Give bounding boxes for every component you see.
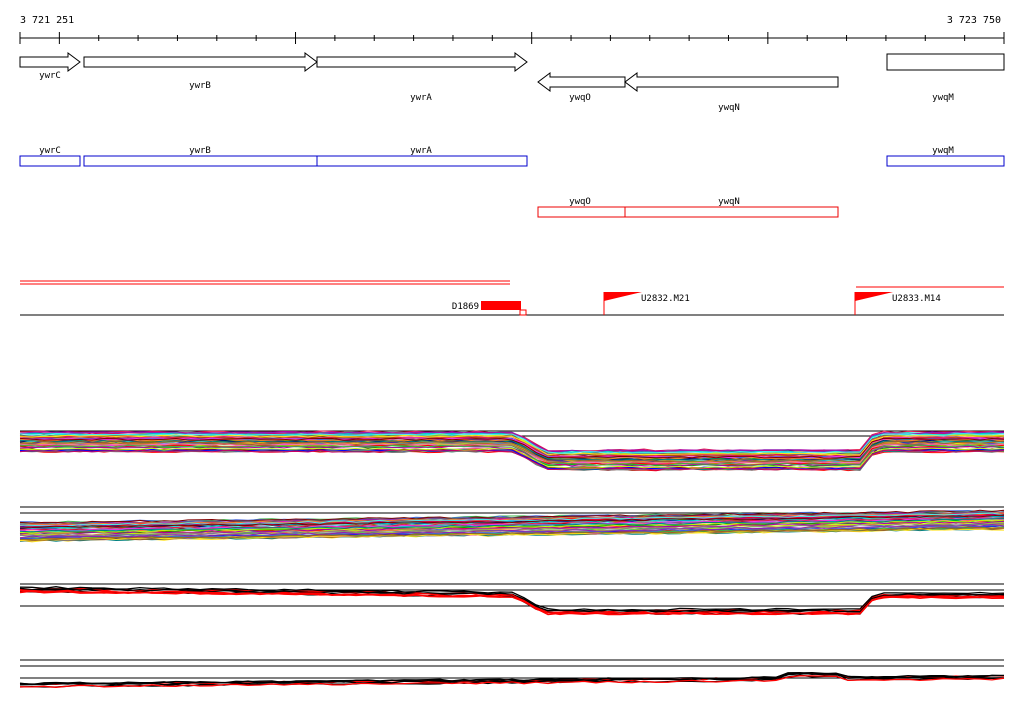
track-box [316, 155, 528, 167]
gene-arrow-shape [316, 52, 528, 72]
gene-arrow-ywqO: ywqO [537, 72, 626, 103]
track-box [886, 155, 1005, 167]
profile-line [19, 675, 1005, 688]
feature-flag [855, 292, 893, 301]
profile-line [19, 514, 1005, 529]
profile-line [19, 590, 1005, 616]
profile-panel [19, 506, 1005, 543]
gene-arrow-track: ywrC ywrB ywrA ywqO ywqN ywqM [19, 52, 1005, 113]
profile-panel [19, 659, 1005, 688]
gene-arrow-label: ywrA [410, 93, 432, 103]
profile-line [19, 431, 1005, 453]
track-box [624, 206, 839, 218]
feature-label: D1869 [452, 302, 479, 312]
track-box-ywrA: ywrA [316, 146, 528, 167]
profile-line [19, 444, 1005, 466]
track-box-label: ywqO [569, 197, 591, 207]
track-box-ywqN: ywqN [624, 197, 839, 218]
track-box-label: ywqN [718, 197, 740, 207]
profile-line [19, 518, 1005, 533]
expression-profiles [19, 430, 1005, 688]
gene-arrow-ywrA: ywrA [316, 52, 528, 103]
profile-line [19, 449, 1005, 471]
feature-marker [519, 309, 527, 316]
track-box-label: ywqM [932, 146, 954, 156]
gene-arrow-ywqM: ywqM [886, 53, 1005, 103]
gene-arrow-shape [886, 53, 1005, 71]
gene-arrow-ywrB: ywrB [83, 52, 318, 91]
profile-line [19, 447, 1005, 469]
profile-panel [19, 430, 1005, 472]
gene-arrow-shape [19, 52, 81, 72]
profile-line [19, 440, 1005, 462]
gene-arrow-shape [537, 72, 626, 92]
gene-arrow-label: ywqO [569, 93, 591, 103]
gene-arrow-shape [83, 52, 318, 72]
profile-line [19, 437, 1005, 459]
track-box [83, 155, 318, 167]
track-box [537, 206, 626, 218]
feature-block [481, 301, 521, 310]
track-box-ywqM: ywqM [886, 146, 1005, 167]
profile-line [19, 672, 1005, 686]
gene-arrow-ywrC: ywrC [19, 52, 81, 81]
track-box-label: ywrB [189, 146, 211, 156]
profile-line [19, 512, 1005, 527]
profile-line [19, 526, 1005, 541]
coordinate-start-label: 3 721 251 [20, 15, 74, 26]
profile-line [19, 523, 1005, 539]
profile-line [19, 589, 1005, 615]
gene-arrow-label: ywqM [932, 93, 954, 103]
track-box-label: ywrC [39, 146, 61, 156]
minus-strand-track: ywqO ywqN [537, 197, 839, 218]
feature-track: D1869 U2832.M21 U2833.M14 [20, 280, 1004, 316]
feature-label: U2832.M21 [641, 294, 690, 304]
track-box-ywrB: ywrB [83, 146, 318, 167]
profile-line [19, 434, 1005, 456]
track-box-ywqO: ywqO [537, 197, 626, 218]
gene-arrow-ywqN: ywqN [624, 72, 839, 113]
profile-line [19, 437, 1005, 459]
coordinate-end-label: 3 723 750 [947, 15, 1001, 26]
gene-arrow-label: ywrC [39, 71, 61, 81]
feature-label: U2833.M14 [892, 294, 941, 304]
profile-line [19, 433, 1005, 454]
gene-arrow-shape [624, 72, 839, 92]
gene-arrow-label: ywrB [189, 81, 211, 91]
gene-arrow-label: ywqN [718, 103, 740, 113]
profile-line [19, 511, 1005, 525]
profile-line [19, 586, 1005, 611]
track-box [19, 155, 81, 167]
profile-line [19, 448, 1004, 470]
plus-strand-track: ywrC ywrB ywrA ywqM [19, 146, 1005, 167]
track-box-label: ywrA [410, 146, 432, 156]
track-box-ywrC: ywrC [19, 146, 81, 167]
profile-line [19, 525, 1005, 540]
feature-flag [604, 292, 642, 301]
profile-panel [19, 583, 1005, 616]
axis-ticks [19, 32, 1005, 44]
